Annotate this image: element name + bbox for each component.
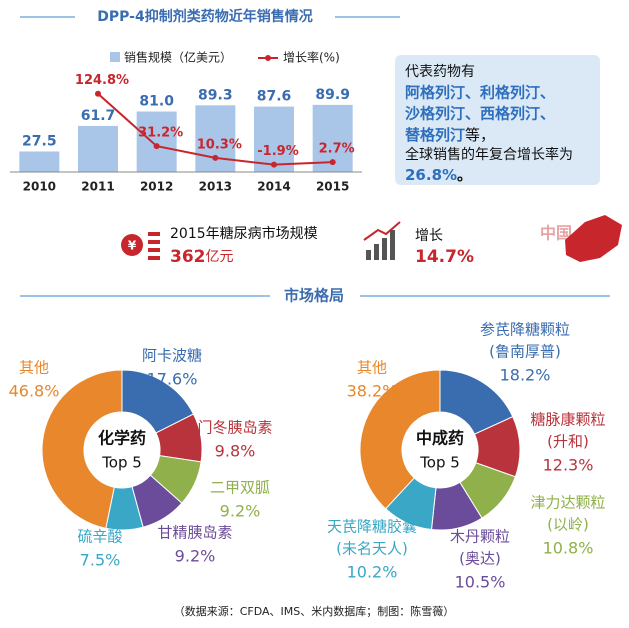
x-tick-label: 2010 (23, 180, 56, 194)
pie-center-subtitle: Top 5 (419, 454, 460, 472)
callout-text: 等， (465, 126, 495, 144)
slice-value-label: 9.2% (175, 547, 216, 566)
source-note: （数据来源：CFDA、IMS、米内数据库；制图：陈雪薇） (174, 604, 455, 618)
slice-sublabel: (升和) (547, 433, 589, 451)
chart-title: DPP-4抑制剂类药物近年销售情况 (97, 8, 312, 25)
callout-text: 全球销售的年复合增长率为 (405, 146, 573, 163)
x-tick-label: 2014 (257, 180, 290, 194)
growth-value-label: 10.3% (197, 137, 242, 152)
money-icon: ¥ (121, 232, 160, 260)
bar-value-label: 89.3 (198, 87, 233, 103)
stat-value: 362亿元 (170, 247, 234, 267)
slice-label: 阿卡波糖 (142, 347, 202, 365)
x-tick-label: 2011 (81, 180, 114, 194)
callout-drug: 阿格列汀、利格列汀、 (405, 84, 555, 102)
growth-value-label: 31.2% (138, 126, 183, 141)
growth-point (153, 143, 160, 150)
slice-value-label: 9.8% (215, 442, 256, 461)
bar-value-label: 61.7 (81, 108, 116, 124)
x-tick-label: 2013 (199, 180, 232, 194)
callout-box (395, 55, 600, 185)
growth-value-label: 2.7% (319, 142, 355, 157)
x-tick-label: 2012 (140, 180, 173, 194)
slice-value-label: 12.3% (543, 456, 594, 475)
stat-value: 14.7% (415, 247, 474, 267)
growth-icon (363, 221, 401, 260)
callout-rate: 26.8%。 (405, 166, 472, 184)
bar (254, 106, 294, 172)
china-map (565, 215, 622, 262)
pie-center-subtitle: Top 5 (101, 454, 142, 472)
slice-sublabel: (以岭) (547, 516, 589, 534)
slice-label: 木丹颗粒 (450, 528, 510, 546)
pie-center-title: 化学药 (98, 429, 146, 448)
legend-swatch (265, 55, 271, 61)
slice-label: 门冬胰岛素 (197, 419, 272, 437)
callout-drug: 替格列汀 (405, 126, 465, 144)
callout-text: 代表药物有 (405, 64, 475, 80)
bar (136, 111, 177, 172)
slice-label: 津力达颗粒 (530, 494, 605, 512)
slice-label: 硫辛酸 (77, 528, 122, 546)
slice-label: 其他 (357, 359, 387, 377)
slice-value-label: 10.8% (543, 539, 594, 558)
slice-sublabel: (奥达) (459, 550, 501, 568)
stat-value: 362 (170, 247, 206, 267)
bar-value-label: 89.9 (315, 87, 350, 103)
slice-label: 参芪降糖颗粒 (480, 321, 570, 339)
slice-value-label: 10.2% (347, 563, 398, 582)
slice-label: 其他 (19, 359, 49, 377)
slice-value-label: 46.8% (9, 382, 60, 401)
pie-hole (402, 412, 478, 488)
slice-sublabel: (未名天人) (336, 540, 408, 558)
svg-text:¥: ¥ (128, 239, 137, 253)
section-title: 市场格局 (284, 287, 344, 305)
stat-label: 2015年糖尿病市场规模 (170, 225, 318, 242)
growth-value-label: -1.9% (257, 144, 298, 159)
slice-value-label: 10.5% (455, 573, 506, 592)
bar-value-label: 87.6 (257, 89, 292, 105)
callout-text: 。 (457, 166, 472, 184)
growth-value-label: 124.8% (75, 73, 129, 88)
legend-label: 销售规模（亿美元） (124, 50, 232, 65)
pie-hole (84, 412, 160, 488)
growth-point (95, 90, 101, 97)
region-label: 中国 (540, 224, 572, 243)
slice-value-label: 38.2% (347, 382, 398, 401)
legend-label: 增长率(%) (283, 50, 340, 65)
slice-label: 甘精胰岛素 (157, 524, 232, 542)
bar (78, 125, 118, 172)
slice-value-label: 17.6% (147, 370, 198, 389)
callout-drug: 替格列汀等， (405, 126, 495, 144)
slice-sublabel: (鲁南厚普) (489, 343, 561, 361)
slice-label: 天芪降糖胶囊 (327, 518, 417, 536)
slice-label: 二甲双胍 (210, 479, 270, 497)
growth-point (271, 161, 277, 168)
stat-unit: 亿元 (206, 249, 234, 265)
growth-point (212, 154, 219, 161)
bar (19, 151, 60, 172)
stat-label: 增长 (415, 228, 443, 244)
slice-value-label: 18.2% (500, 366, 551, 385)
callout-rate: 26.8% (405, 166, 457, 184)
slice-value-label: 7.5% (80, 551, 121, 570)
x-tick-label: 2015 (316, 180, 349, 194)
callout-drug: 沙格列汀、西格列汀、 (405, 105, 555, 123)
bar-value-label: 81.0 (139, 94, 174, 110)
pie-center-title: 中成药 (416, 429, 464, 448)
slice-value-label: 9.2% (220, 502, 261, 521)
growth-point (329, 159, 336, 166)
bar-value-label: 27.5 (22, 133, 57, 149)
slice-label: 糖脉康颗粒 (530, 411, 605, 429)
legend-swatch (110, 52, 120, 62)
bar (195, 105, 236, 172)
